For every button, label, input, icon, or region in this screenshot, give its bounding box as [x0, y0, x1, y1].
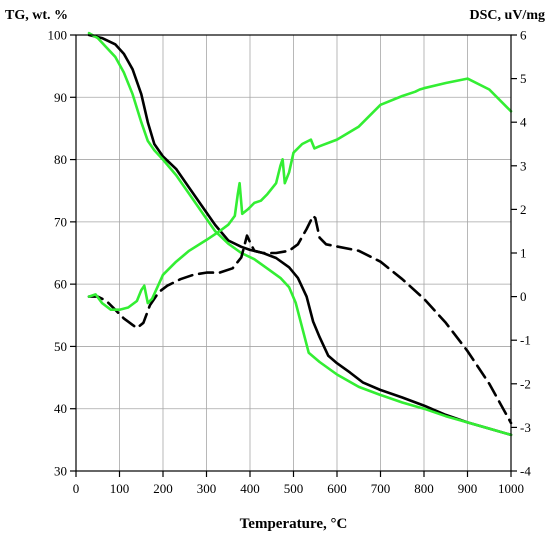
right-tick-label: 2: [520, 202, 527, 217]
right-tick-label: -1: [520, 333, 531, 348]
right-tick-label: 6: [520, 28, 527, 43]
left-tick-label: 100: [48, 28, 68, 43]
left-tick-label: 90: [54, 90, 67, 105]
x-tick-label: 900: [458, 481, 478, 496]
left-tick-label: 70: [54, 214, 67, 229]
tg-curve-0: [87, 33, 513, 437]
right-tick-label: 4: [520, 115, 527, 130]
left-axis-label: TG, wt. %: [5, 8, 68, 23]
right-tick-label: 5: [520, 71, 527, 86]
left-tick-label: 50: [54, 339, 67, 354]
right-tick-label: -4: [520, 464, 531, 479]
x-tick-label: 0: [73, 481, 80, 496]
x-tick-label: 800: [414, 481, 434, 496]
dsc-curve-3: [87, 77, 513, 312]
x-tick-label: 200: [153, 481, 173, 496]
series-lines: [87, 31, 513, 437]
dsc-curve-2: [87, 214, 513, 425]
x-tick-label: 300: [197, 481, 217, 496]
left-tick-label: 30: [54, 464, 67, 479]
right-tick-label: -3: [520, 420, 531, 435]
left-tick-label: 80: [54, 152, 67, 167]
x-tick-label: 1000: [498, 481, 524, 496]
right-tick-label: 0: [520, 289, 527, 304]
tg-curve-1: [87, 31, 513, 437]
axis-ticks: 0 100 200 300 400 500 600 700 800 900 100030405060…: [48, 28, 532, 497]
grid-lines: [76, 35, 511, 471]
left-tick-label: 60: [54, 277, 67, 292]
x-tick-label: 600: [327, 481, 347, 496]
x-tick-label: 100: [110, 481, 130, 496]
right-tick-label: 1: [520, 246, 527, 261]
x-tick-label: 400: [240, 481, 260, 496]
x-tick-label: 500: [284, 481, 304, 496]
x-axis-label: Temperature, °C: [240, 516, 348, 532]
right-axis-label: DSC, uV/mg: [470, 8, 545, 23]
right-tick-label: 3: [520, 158, 527, 173]
right-tick-label: -2: [520, 376, 531, 391]
x-tick-label: 700: [371, 481, 391, 496]
left-tick-label: 40: [54, 401, 67, 416]
